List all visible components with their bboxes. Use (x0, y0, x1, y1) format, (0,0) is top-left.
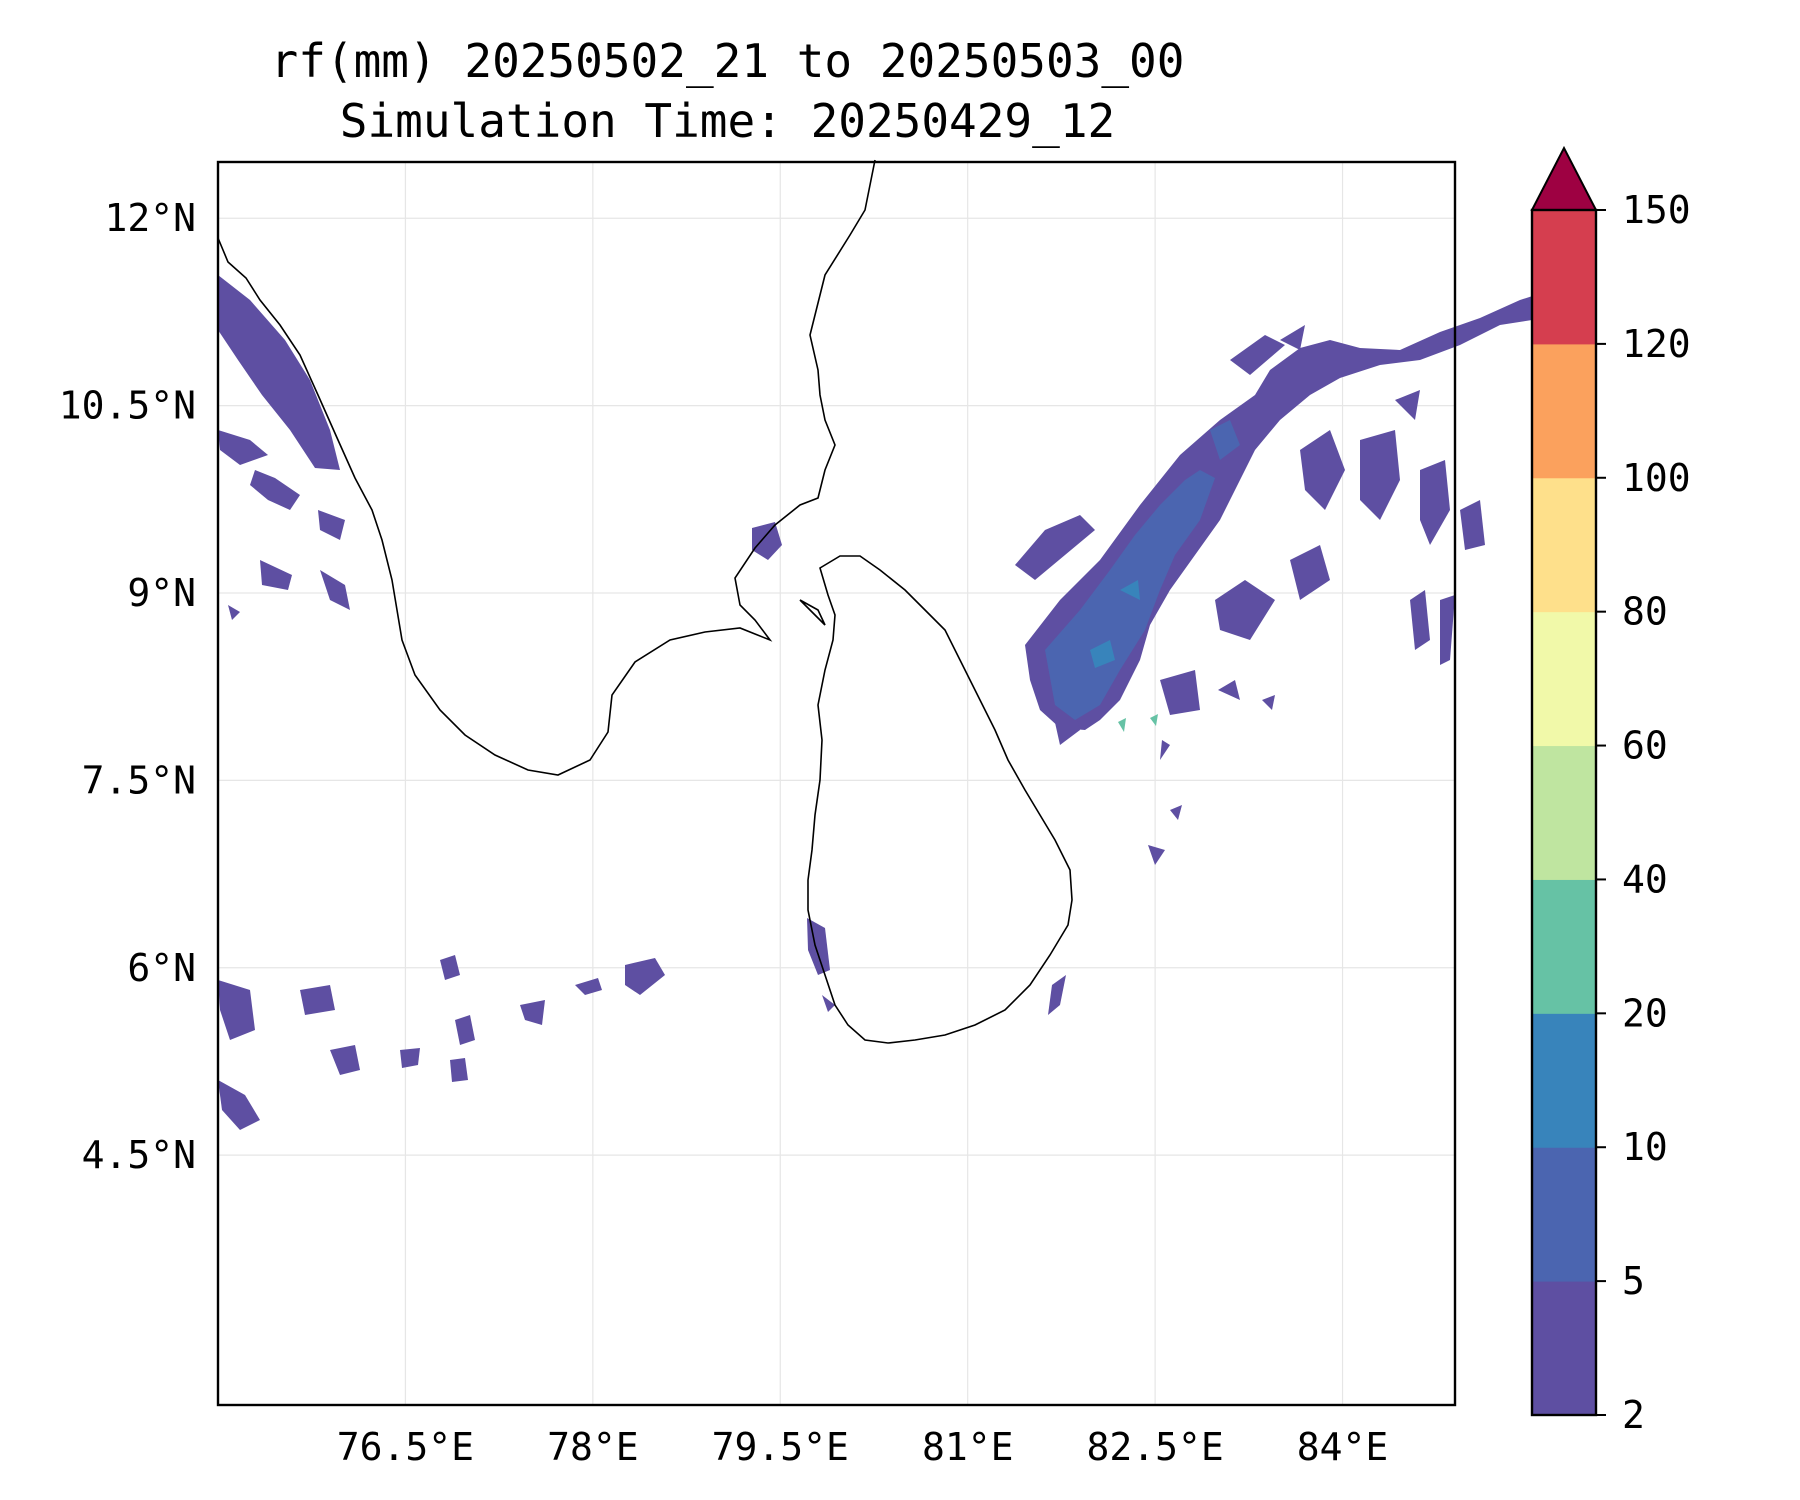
lon-tick-label: 78°E (547, 1425, 639, 1469)
lat-tick-label: 6°N (127, 946, 196, 990)
rain-patch-bob-ne (1280, 325, 1305, 350)
rain-patch-sw-9 (400, 1048, 420, 1068)
rain-patch-west-coast-7 (228, 605, 240, 620)
colorbar-segment (1532, 745, 1596, 880)
rain-patch-bob-south-7 (1160, 740, 1170, 760)
lon-tick-label: 81°E (922, 1425, 1014, 1469)
rain-patch-sw-11 (575, 978, 602, 995)
rain-patch-sl-se (1048, 975, 1066, 1015)
rain-spot-10-20-2 (1120, 580, 1140, 600)
colorbar-segment (1532, 1013, 1596, 1148)
rain-patch-west-coast-4 (318, 510, 345, 540)
rain-patch-sw-6 (455, 1015, 475, 1045)
colorbar-tick-label: 80 (1622, 590, 1668, 634)
rain-patch-bob-south-3 (1218, 680, 1240, 700)
lat-tick-label: 4.5°N (82, 1133, 196, 1177)
coastlines (217, 159, 1073, 1044)
map-frame (216, 160, 1457, 1407)
colorbar: 2 5 10 20 40 60 80 100 120 150 (1530, 145, 1691, 1437)
coastline-mannar (799, 599, 826, 626)
rain-patch-west-coast (218, 275, 340, 470)
colorbar-segment (1532, 611, 1596, 747)
lon-tick-label: 79.5°E (712, 1425, 849, 1469)
coastline-india (217, 159, 876, 776)
colorbar-tick-label: 2 (1622, 1393, 1645, 1437)
longitude-axis: 76.5°E 78°E 79.5°E 81°E 82.5°E 84°E (337, 1425, 1389, 1469)
colorbar-tick-label: 20 (1622, 991, 1668, 1035)
map-title-line-2: Simulation Time: 20250429_12 (339, 94, 1116, 148)
rain-patch-west-coast-5 (260, 560, 292, 590)
rain-patch-west-coast-6 (320, 570, 350, 610)
lon-tick-label: 76.5°E (337, 1425, 474, 1469)
colorbar-segment (1532, 879, 1596, 1014)
rain-patch-sw-4 (330, 1045, 360, 1075)
rain-patch-west-coast-2 (218, 430, 268, 465)
rain-patch-sw-1 (218, 980, 255, 1040)
latitude-axis: 4.5°N 6°N 7.5°N 9°N 10.5°N 12°N (59, 196, 196, 1177)
colorbar-tick-label: 40 (1622, 857, 1668, 901)
rain-patch-sw-2 (218, 1080, 260, 1130)
rain-patch-sl-west (807, 918, 830, 975)
coastline-sri-lanka (807, 555, 1073, 1044)
rainfall-contours (218, 275, 1545, 1130)
rain-patch-palk (752, 522, 782, 560)
colorbar-tick-label: 150 (1622, 188, 1691, 232)
colorbar-tick-label: 60 (1622, 724, 1668, 768)
rain-patch-bob-mid-4 (1290, 545, 1330, 600)
rain-spot-20-40-2 (1150, 714, 1158, 726)
colorbar-segment (1532, 1147, 1596, 1282)
rain-patch-bob-south-6 (1170, 805, 1182, 820)
colorbar-frame (1530, 208, 1598, 1417)
rain-patch-bob-east-3 (1410, 590, 1430, 650)
lon-tick-label: 82.5°E (1086, 1425, 1223, 1469)
lat-tick-label: 12°N (104, 196, 196, 240)
rain-patch-bob-east-4 (1395, 390, 1420, 420)
rain-patch-bob-far-east (1440, 595, 1455, 665)
colorbar-tick-label: 10 (1622, 1125, 1668, 1169)
rain-patch-west-coast-3 (250, 470, 300, 510)
colorbar-segment (1532, 210, 1596, 345)
rain-patch-bob-north (1230, 335, 1285, 375)
colorbar-tick-label: 100 (1622, 456, 1691, 500)
colorbar-tick-label: 120 (1622, 322, 1691, 366)
rain-spot-10-20-1 (1090, 640, 1115, 668)
rain-patch-bob-west (1015, 515, 1095, 580)
colorbar-extend-max (1530, 145, 1598, 211)
rain-patch-sw-3 (300, 985, 335, 1015)
rain-patch-sw-7 (625, 958, 665, 995)
colorbar-segment (1532, 343, 1596, 479)
lat-tick-label: 9°N (127, 571, 196, 615)
rain-patch-bob-mid-2 (1360, 430, 1400, 520)
rain-patch-bob-east-1 (1420, 460, 1450, 545)
rain-spot-20-40-1 (1118, 718, 1126, 732)
rain-patch-sw-8 (520, 1000, 545, 1025)
rain-patch-bob-south-5 (1148, 845, 1165, 865)
rain-core-bob-2 (1210, 420, 1240, 460)
rain-patch-bob-south-2 (1160, 670, 1200, 715)
rain-patch-sl-sw (822, 995, 835, 1012)
rain-patch-sw-5 (440, 955, 460, 980)
rain-patch-bob-mid-1 (1300, 430, 1345, 510)
lat-tick-label: 7.5°N (82, 758, 196, 802)
rain-patch-bob-south-4 (1262, 695, 1275, 710)
colorbar-segment (1532, 1281, 1596, 1416)
lat-tick-label: 10.5°N (59, 384, 196, 428)
colorbar-tick-label: 5 (1622, 1259, 1645, 1303)
colorbar-segment (1532, 477, 1596, 613)
lon-tick-label: 84°E (1297, 1425, 1389, 1469)
rain-patch-bob-mid-3 (1215, 580, 1275, 640)
rain-patch-bob-east-2 (1460, 500, 1485, 550)
rain-patch-sw-10 (450, 1058, 468, 1082)
map-title-line-1: rf(mm) 20250502_21 to 20250503_00 (270, 34, 1185, 88)
